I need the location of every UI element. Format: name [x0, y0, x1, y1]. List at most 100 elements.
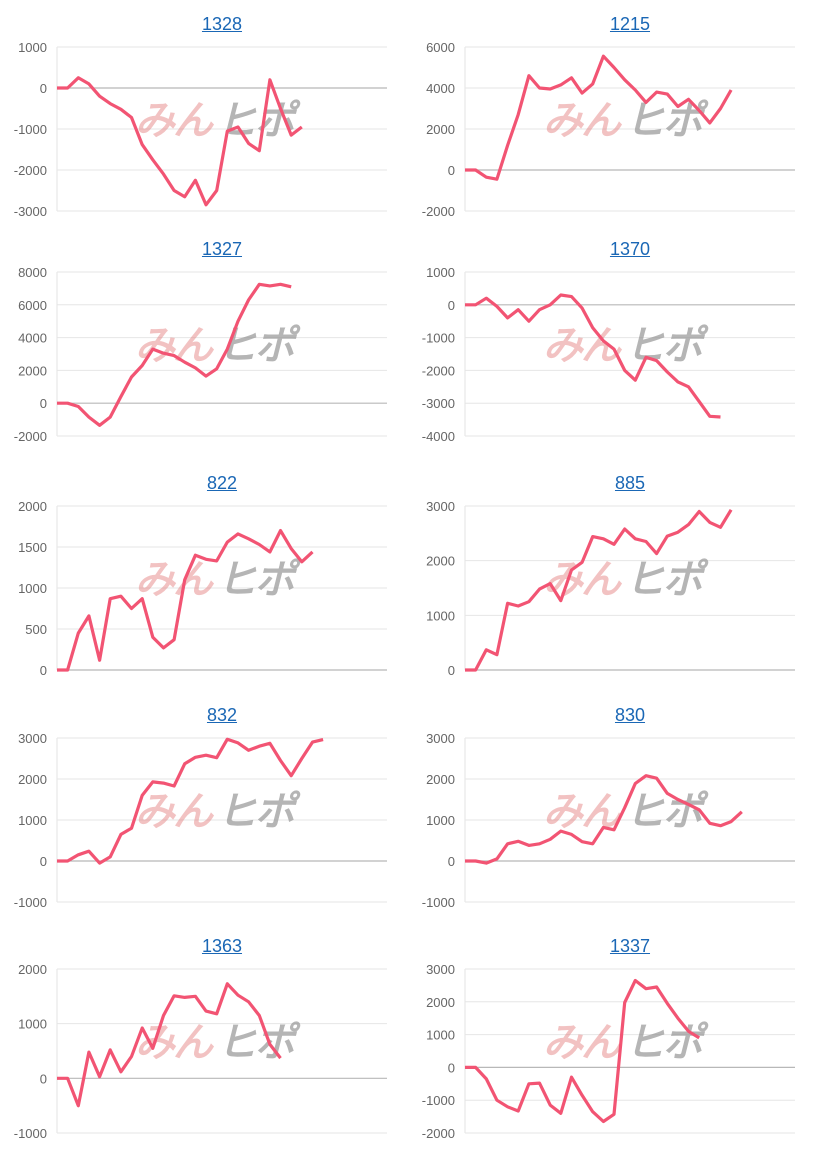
- y-tick-label: -3000: [14, 204, 47, 219]
- series-line: [57, 737, 324, 865]
- chart-title-link[interactable]: 1215: [609, 14, 651, 34]
- y-tick-label: 1500: [18, 540, 47, 555]
- series-line: [465, 293, 721, 419]
- chart-title: 1327: [57, 237, 387, 261]
- series-line: [57, 982, 282, 1108]
- series-layer: [465, 978, 701, 1124]
- series-layer: [465, 774, 743, 865]
- series-layer: [465, 293, 721, 419]
- chart-title-link[interactable]: 1328: [201, 14, 243, 34]
- y-tick-label: -2000: [422, 204, 455, 219]
- y-tick-label: 0: [448, 854, 455, 869]
- line-chart: 6000 4000 2000 0 -2000: [422, 40, 795, 219]
- y-tick-label: 2000: [426, 772, 455, 787]
- y-tick-label: 1000: [426, 265, 455, 280]
- y-tick-label: 2000: [18, 962, 47, 977]
- chart-panel: 2000 1000 0 -1000 みん ヒポ 1363: [0, 922, 409, 1154]
- y-tick-label: 3000: [426, 731, 455, 746]
- series-line: [465, 978, 701, 1124]
- y-tick-label: 0: [40, 1071, 47, 1086]
- y-tick-label: -3000: [422, 396, 455, 411]
- series-layer: [57, 737, 324, 865]
- chart-title: 885: [465, 471, 795, 495]
- y-tick-label: -1000: [422, 895, 455, 910]
- chart-title: 1215: [465, 12, 795, 36]
- y-tick-label: -2000: [14, 429, 47, 444]
- chart-panel: 1000 0 -1000 -2000 -3000 みん ヒポ 1328: [0, 0, 409, 232]
- y-tick-label: 0: [448, 163, 455, 178]
- chart-title-link[interactable]: 832: [206, 705, 238, 725]
- series-layer: [57, 76, 303, 207]
- y-tick-label: -2000: [422, 363, 455, 378]
- series-line: [57, 528, 314, 672]
- y-tick-label: 1000: [18, 581, 47, 596]
- series-layer: [57, 982, 282, 1108]
- line-chart: 3000 2000 1000 0 -1000 -2000: [422, 962, 795, 1141]
- chart-title: 822: [57, 471, 387, 495]
- chart-panel: 8000 6000 4000 2000 0 -2000 みん ヒポ 1327: [0, 225, 409, 457]
- chart-title-link[interactable]: 1327: [201, 239, 243, 259]
- y-tick-label: -4000: [422, 429, 455, 444]
- chart-panel: 3000 2000 1000 0 みん ヒポ 885: [408, 459, 817, 691]
- chart-title-link[interactable]: 822: [206, 473, 238, 493]
- chart-title-link[interactable]: 830: [614, 705, 646, 725]
- line-chart: 3000 2000 1000 0 -1000: [14, 731, 387, 910]
- y-tick-label: 6000: [426, 40, 455, 55]
- chart-title-link[interactable]: 1370: [609, 239, 651, 259]
- chart-title: 832: [57, 703, 387, 727]
- y-tick-label: 1000: [18, 1017, 47, 1032]
- chart-title: 1328: [57, 12, 387, 36]
- y-tick-label: -2000: [14, 163, 47, 178]
- y-tick-label: -1000: [14, 122, 47, 137]
- y-tick-label: -1000: [422, 1093, 455, 1108]
- y-tick-label: 2000: [426, 995, 455, 1010]
- chart-title-link[interactable]: 885: [614, 473, 646, 493]
- y-tick-label: 3000: [18, 731, 47, 746]
- chart-title: 1370: [465, 237, 795, 261]
- chart-title: 830: [465, 703, 795, 727]
- y-tick-label: 3000: [426, 499, 455, 514]
- y-tick-label: 2000: [426, 554, 455, 569]
- y-tick-label: 2000: [426, 122, 455, 137]
- chart-title: 1337: [465, 934, 795, 958]
- y-tick-label: -1000: [14, 1126, 47, 1141]
- series-line: [465, 774, 743, 865]
- y-tick-label: 1000: [426, 608, 455, 623]
- series-line: [57, 282, 292, 427]
- chart-panel: 3000 2000 1000 0 -1000 みん ヒポ 832: [0, 691, 409, 923]
- y-tick-label: 1000: [426, 813, 455, 828]
- chart-title-link[interactable]: 1337: [609, 936, 651, 956]
- line-chart: 8000 6000 4000 2000 0 -2000: [14, 265, 387, 444]
- y-tick-label: 0: [40, 81, 47, 96]
- y-tick-label: 0: [40, 396, 47, 411]
- y-tick-label: 1000: [426, 1028, 455, 1043]
- series-line: [465, 508, 733, 672]
- series-layer: [57, 528, 314, 672]
- line-chart: 2000 1500 1000 500 0: [18, 499, 387, 678]
- y-tick-label: 6000: [18, 298, 47, 313]
- y-tick-label: 4000: [18, 331, 47, 346]
- y-tick-label: 0: [448, 663, 455, 678]
- y-tick-label: 0: [448, 298, 455, 313]
- series-line: [57, 76, 303, 207]
- line-chart: 2000 1000 0 -1000: [14, 962, 387, 1141]
- chart-panel: 3000 2000 1000 0 -1000 -2000 みん ヒポ 1337: [408, 922, 817, 1154]
- series-line: [465, 54, 733, 181]
- y-tick-label: 2000: [18, 363, 47, 378]
- y-tick-label: -1000: [422, 331, 455, 346]
- y-tick-label: 0: [40, 854, 47, 869]
- line-chart: 3000 2000 1000 0 -1000: [422, 731, 795, 910]
- y-tick-label: 1000: [18, 813, 47, 828]
- chart-title: 1363: [57, 934, 387, 958]
- chart-title-link[interactable]: 1363: [201, 936, 243, 956]
- line-chart: 1000 0 -1000 -2000 -3000: [14, 40, 387, 219]
- y-tick-label: 500: [25, 622, 47, 637]
- line-chart: 3000 2000 1000 0: [426, 499, 795, 678]
- chart-panel: 1000 0 -1000 -2000 -3000 -4000 みん ヒポ 1370: [408, 225, 817, 457]
- y-tick-label: 2000: [18, 499, 47, 514]
- chart-panel: 2000 1500 1000 500 0 みん ヒポ 822: [0, 459, 409, 691]
- y-tick-label: -2000: [422, 1126, 455, 1141]
- series-layer: [465, 54, 733, 181]
- chart-panel: 3000 2000 1000 0 -1000 みん ヒポ 830: [408, 691, 817, 923]
- chart-panel: 6000 4000 2000 0 -2000 みん ヒポ 1215: [408, 0, 817, 232]
